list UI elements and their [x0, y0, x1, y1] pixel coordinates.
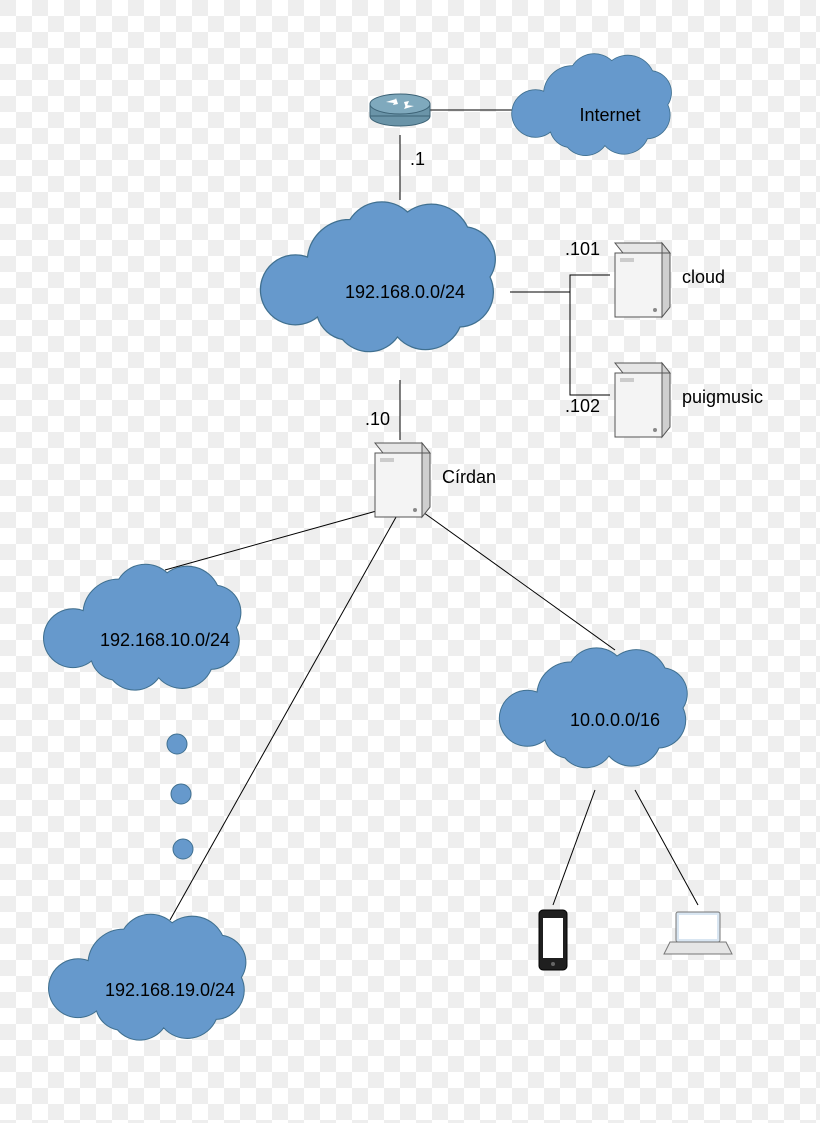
cloud_10-label: 192.168.10.0/24	[100, 630, 230, 650]
ellipsis-dot	[167, 734, 187, 754]
cloud_main-label: 192.168.0.0/24	[345, 282, 465, 302]
cloud_10net-label: 10.0.0.0/16	[570, 710, 660, 730]
server-icon	[615, 363, 670, 437]
node-phone	[539, 910, 567, 970]
node-dot2	[171, 784, 191, 804]
node-dot1	[167, 734, 187, 754]
ellipsis-dot	[171, 784, 191, 804]
node-router	[370, 94, 430, 126]
server-icon	[375, 443, 430, 517]
ip-label-3: .10	[365, 409, 390, 429]
server-icon	[615, 243, 670, 317]
cloud_19-label: 192.168.19.0/24	[105, 980, 235, 1000]
phone-icon	[539, 910, 567, 970]
router-icon	[370, 94, 430, 126]
network-diagram: Internet 192.168.0.0/24 cloud puigmusic Círd…	[0, 0, 820, 1123]
server_cirdan-label: Círdan	[442, 467, 496, 487]
node-dot3	[173, 839, 193, 859]
cloud_internet-label: Internet	[579, 105, 640, 125]
server_cloud-label: cloud	[682, 267, 725, 287]
ellipsis-dot	[173, 839, 193, 859]
ip-label-2: .102	[565, 396, 600, 416]
server_puig-label: puigmusic	[682, 387, 763, 407]
ip-label-0: .1	[410, 149, 425, 169]
ip-label-1: .101	[565, 239, 600, 259]
